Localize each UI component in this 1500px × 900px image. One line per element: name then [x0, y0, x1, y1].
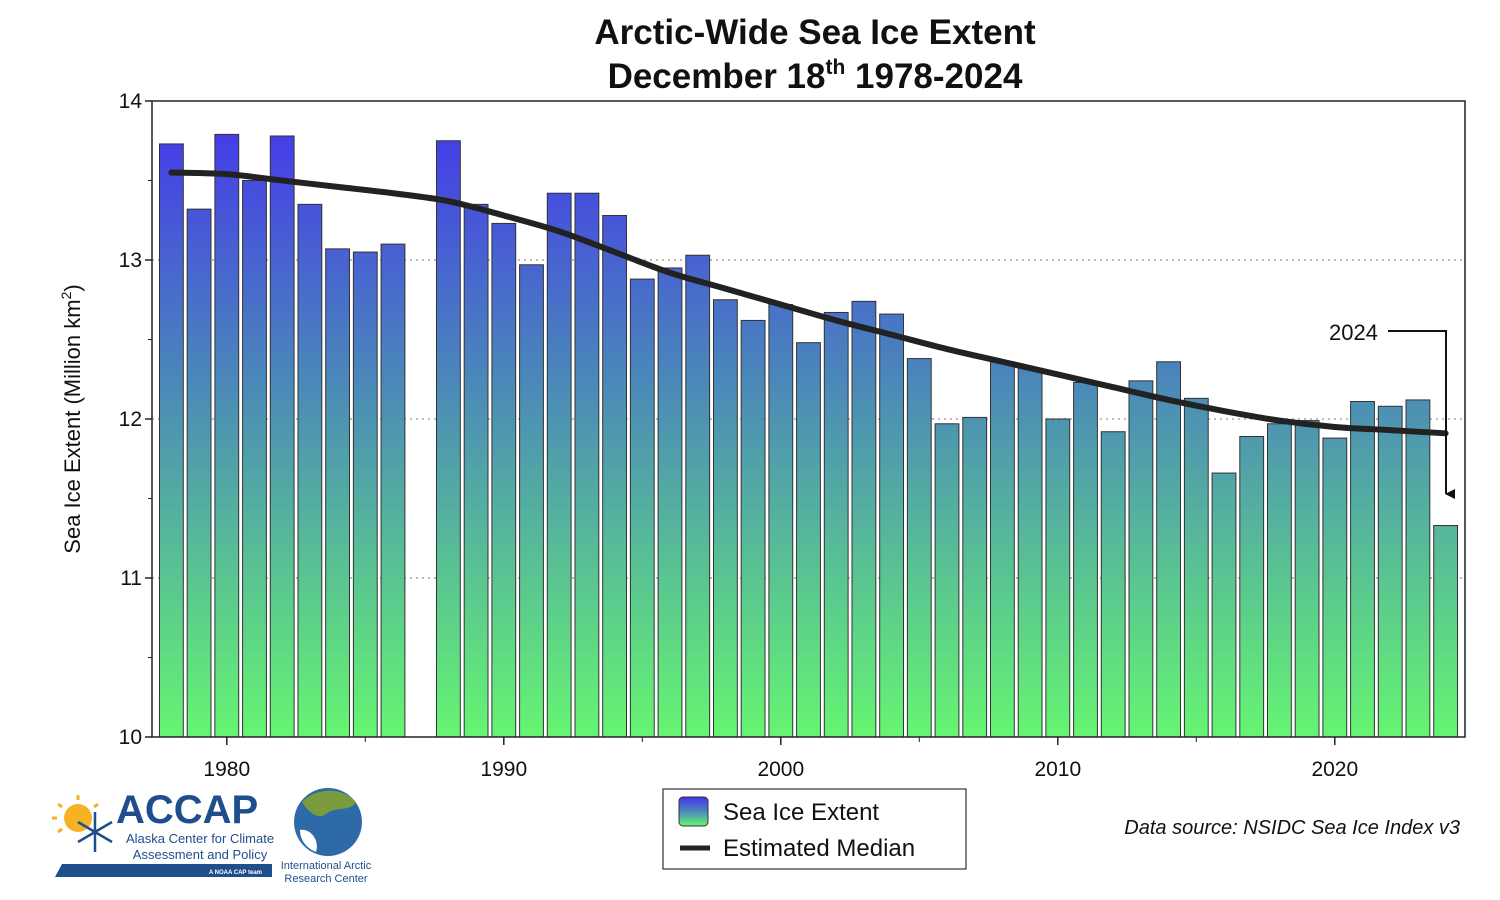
bar-2002	[823, 311, 849, 738]
bar-2015	[1183, 397, 1209, 738]
accap-name: ACCAP	[116, 788, 258, 832]
y-axis: 10 11 12 13 14	[119, 90, 152, 749]
subtitle-suffix: 1978-2024	[845, 57, 1023, 96]
bar-2003	[851, 300, 877, 738]
bar-1999	[740, 319, 766, 738]
bar-1994	[602, 214, 628, 738]
bar-2023	[1405, 399, 1431, 738]
bar-2022	[1377, 405, 1403, 738]
legend-label-extent: Sea Ice Extent	[723, 799, 879, 826]
bar-2004	[879, 313, 905, 738]
bar-2005	[906, 358, 932, 738]
bar-1985	[352, 251, 378, 738]
x-tick-label-2000: 2000	[757, 758, 804, 781]
x-axis: 1980 1990 2000 2010 2020	[203, 737, 1358, 781]
bar-2019	[1294, 420, 1320, 738]
data-source: Data source: NSIDC Sea Ice Index v3	[1124, 817, 1460, 839]
bar-2012	[1100, 431, 1126, 738]
bar-1986	[380, 243, 406, 738]
y-tick-label-11: 11	[120, 567, 142, 590]
ylabel-close: )	[60, 284, 85, 291]
bar-1996	[657, 267, 683, 738]
bar-1982	[269, 135, 295, 738]
y-tick-label-10: 10	[119, 726, 142, 749]
y-tick-label-14: 14	[119, 90, 143, 113]
bar-2008	[989, 361, 1015, 738]
bar-2018	[1266, 423, 1292, 738]
bar-2017	[1239, 435, 1265, 738]
subtitle-prefix: December 18	[608, 57, 826, 96]
bar-2001	[796, 342, 821, 738]
bar-2014	[1156, 361, 1182, 738]
iarc-line-2: Research Center	[284, 873, 367, 885]
bar-1980	[214, 133, 240, 738]
bar-2011	[1073, 381, 1098, 738]
y-axis-label: Sea Ice Extent (Million km2)	[58, 284, 85, 553]
bar-1993	[574, 192, 600, 738]
bar-2007	[962, 416, 988, 738]
bar-2006	[934, 423, 960, 738]
bar-1998	[712, 299, 738, 738]
bars	[158, 133, 1459, 738]
bar-2009	[1017, 367, 1043, 738]
ylabel-main: Sea Ice Extent (Million km	[60, 299, 85, 553]
x-tick-label-1980: 1980	[203, 758, 250, 781]
bar-1995	[629, 278, 655, 738]
bar-1997	[685, 254, 711, 738]
bar-2000	[768, 304, 794, 738]
annotation-arrow	[1388, 330, 1455, 499]
bar-1984	[325, 248, 351, 738]
x-tick-label-1990: 1990	[480, 758, 527, 781]
bar-2016	[1211, 472, 1237, 738]
legend-label-median: Estimated Median	[723, 835, 915, 862]
iarc-logo: International Arctic Research Center	[281, 788, 372, 885]
x-tick-label-2010: 2010	[1034, 758, 1081, 781]
accap-line-2: Assessment and Policy	[133, 847, 268, 862]
bar-1989	[463, 203, 489, 738]
bar-1981	[242, 180, 267, 738]
accap-tag-bar	[55, 864, 272, 877]
y-tick-label-13: 13	[119, 249, 142, 272]
bar-1983	[297, 203, 323, 738]
bar-1978	[158, 143, 184, 738]
bar-1991	[519, 264, 544, 738]
globe-icon	[294, 788, 362, 856]
bar-1988	[435, 140, 461, 738]
y-tick-label-12: 12	[119, 408, 142, 431]
ylabel-sup: 2	[58, 291, 74, 299]
annotation-2024-label: 2024	[1329, 320, 1378, 345]
accap-line-1: Alaska Center for Climate	[126, 831, 274, 846]
chart-title: Arctic-Wide Sea Ice Extent	[594, 13, 1036, 52]
subtitle-superscript: th	[825, 56, 845, 79]
legend: Sea Ice Extent Estimated Median	[662, 788, 967, 870]
accap-logo: ACCAP Alaska Center for Climate Assessme…	[52, 788, 274, 877]
bar-1992	[546, 192, 572, 738]
bar-2013	[1128, 380, 1154, 738]
iarc-line-1: International Arctic	[281, 860, 372, 872]
bar-2010	[1045, 418, 1071, 738]
x-tick-label-2020: 2020	[1311, 758, 1358, 781]
bar-1990	[491, 222, 517, 738]
bar-2021	[1350, 401, 1375, 738]
bar-1979	[186, 208, 212, 738]
snowflake-icon	[77, 812, 113, 852]
legend-box	[662, 788, 967, 870]
legend-swatch-bar	[678, 796, 709, 827]
accap-tag: A NOAA CAP team	[209, 870, 262, 876]
bar-2020	[1322, 437, 1348, 738]
bar-2024	[1433, 525, 1459, 738]
median-line	[168, 169, 1449, 437]
chart-subtitle: December 18th 1978-2024	[608, 56, 1023, 96]
sun-icon	[52, 795, 99, 834]
